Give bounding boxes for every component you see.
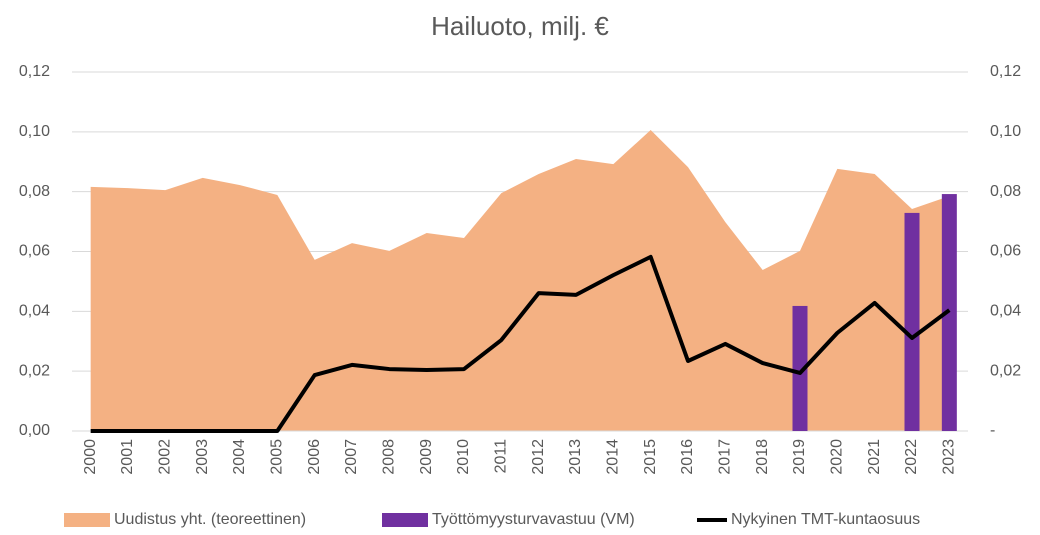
- x-tick-label: 2018: [754, 439, 771, 475]
- x-tick-label: 2001: [119, 439, 136, 475]
- x-tick-label: 2010: [455, 439, 472, 475]
- x-tick-label: 2006: [306, 439, 323, 475]
- x-tick-label: 2009: [418, 439, 435, 475]
- x-tick-label: 2021: [866, 439, 883, 475]
- x-tick-label: 2019: [791, 439, 808, 475]
- chart-title: Hailuoto, milj. €: [431, 11, 609, 41]
- y-tick-label: 0,04: [19, 303, 50, 320]
- y2-tick-label: 0,10: [990, 123, 1021, 140]
- y2-tick-label: -: [990, 422, 995, 439]
- area: [90, 130, 950, 431]
- y2-tick-label: 0,12: [990, 63, 1021, 80]
- x-tick-label: 2013: [567, 439, 584, 475]
- x-tick-label: 2002: [157, 439, 174, 475]
- y-tick-label: 0,08: [19, 183, 50, 200]
- bar: [792, 305, 808, 431]
- x-tick-label: 2000: [82, 439, 99, 475]
- y2-tick-label: 0,04: [990, 303, 1021, 320]
- legend-label: Nykyinen TMT-kuntaosuus: [731, 511, 920, 528]
- legend-label: Uudistus yht. (teoreettinen): [114, 511, 306, 528]
- y2-tick-label: 0,02: [990, 362, 1021, 379]
- line: [90, 254, 951, 433]
- x-tick-label: 2008: [381, 439, 398, 475]
- y2-tick-label: 0,08: [990, 183, 1021, 200]
- x-tick-label: 2023: [941, 439, 958, 475]
- y-tick-label: 0,02: [19, 362, 50, 379]
- x-tick-label: 2014: [605, 439, 622, 475]
- legend-label: Työttömyysturvavastuu (VM): [432, 511, 635, 528]
- x-tick-label: 2016: [679, 439, 696, 475]
- x-tick-label: 2012: [530, 439, 547, 475]
- x-tick-label: 2004: [231, 439, 248, 475]
- y-tick-label: 0,06: [19, 243, 50, 260]
- x-tick-label: 2022: [903, 439, 920, 475]
- x-tick-label: 2003: [194, 439, 211, 475]
- y-tick-label: 0,00: [19, 422, 50, 439]
- x-tick-label: 2011: [493, 439, 510, 474]
- x-tick-label: 2007: [343, 439, 360, 475]
- y-tick-label: 0,10: [19, 123, 50, 140]
- x-tick-label: 2017: [717, 439, 734, 475]
- y2-tick-label: 0,06: [990, 243, 1021, 260]
- y-tick-label: 0,12: [19, 63, 50, 80]
- legend-swatch: [382, 513, 428, 527]
- bar: [904, 212, 920, 431]
- legend-swatch: [64, 513, 110, 527]
- x-tick-label: 2020: [829, 439, 846, 475]
- x-tick-label: 2015: [642, 439, 659, 475]
- x-tick-label: 2005: [269, 439, 286, 475]
